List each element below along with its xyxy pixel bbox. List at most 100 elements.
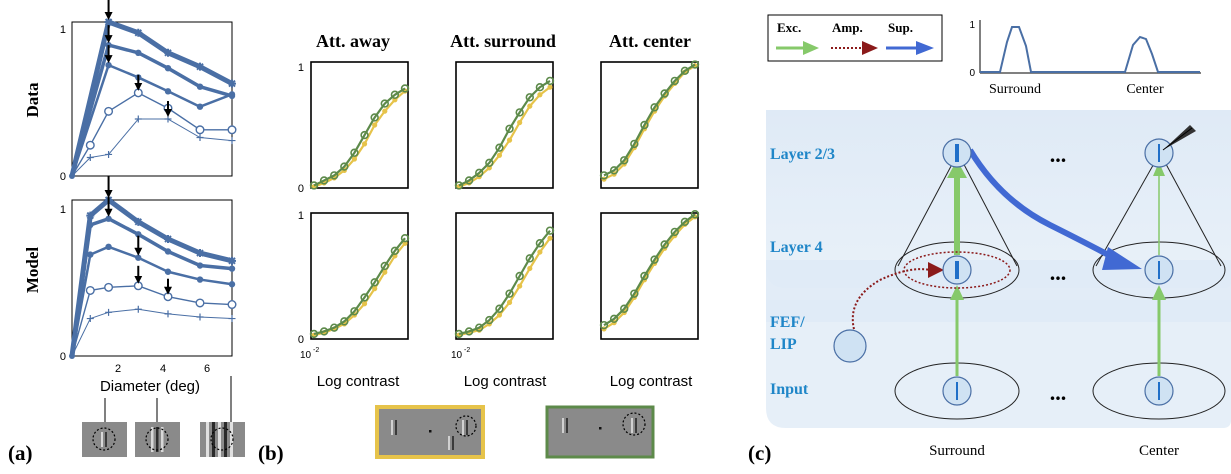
data-point	[227, 125, 237, 135]
data-plot-frame	[71, 21, 233, 177]
data-point	[340, 317, 349, 326]
data-point	[390, 90, 400, 99]
data-plot	[69, 0, 237, 179]
data-point	[228, 281, 236, 288]
exc-arrowhead	[947, 160, 967, 178]
x-tick-base: 10	[300, 350, 312, 361]
data-point	[464, 176, 474, 185]
inset-label-surround: Surround	[989, 82, 1041, 97]
data-point	[537, 249, 543, 255]
x-tick-base: 10	[451, 350, 463, 361]
stimulus-medium	[135, 422, 180, 457]
data-point	[370, 278, 379, 287]
series-line	[603, 213, 696, 327]
ellipsis-input: ...	[1050, 380, 1067, 405]
data-point	[599, 171, 609, 180]
data-point	[350, 307, 359, 316]
data-point	[547, 84, 553, 90]
data-point	[86, 211, 95, 220]
data-point	[164, 48, 172, 57]
data-point	[545, 76, 555, 86]
col-title-att-surround: Att. surround	[450, 31, 556, 51]
x-tick-exponent: -2	[464, 347, 470, 354]
data-point	[133, 281, 143, 291]
series-line	[71, 308, 233, 357]
data-point	[495, 143, 504, 152]
data-point	[630, 289, 639, 298]
legend-exc-arrowhead	[803, 41, 819, 55]
data-point	[640, 120, 649, 130]
data-point	[609, 166, 619, 175]
origin-point	[69, 173, 75, 179]
data-point	[670, 227, 679, 237]
data-point	[164, 115, 172, 123]
series-line	[70, 245, 233, 357]
series-line	[603, 215, 696, 330]
legend-exc: Exc.	[777, 20, 801, 35]
data-point	[135, 49, 142, 56]
panel-label-b: (b)	[258, 441, 284, 465]
data-point	[340, 162, 349, 171]
x-axis-label: Log contrast	[610, 373, 693, 390]
data-point	[133, 88, 143, 98]
data-point	[495, 304, 504, 313]
y-tick-0: 0	[298, 334, 304, 346]
data-point	[85, 285, 95, 295]
data-point	[527, 265, 533, 272]
data-point	[330, 171, 339, 180]
data-point	[517, 283, 523, 289]
legend-sup-arrowhead	[916, 41, 934, 55]
series-line	[458, 79, 551, 187]
exc-arrowhead	[1152, 285, 1166, 300]
plot-frame	[310, 61, 409, 189]
data-point	[650, 103, 659, 112]
y-tick-1: 1	[298, 62, 304, 74]
data-point	[527, 103, 533, 109]
data-point	[475, 168, 484, 178]
data-point	[690, 60, 700, 69]
panel-label-a: (a)	[8, 441, 33, 465]
data-point	[87, 251, 94, 258]
data-point	[496, 312, 503, 318]
data-point	[620, 156, 629, 165]
series-line	[313, 237, 406, 336]
data-point	[680, 217, 690, 227]
data-point	[380, 99, 389, 108]
data-point	[134, 115, 142, 123]
origin-point	[69, 353, 75, 359]
data-point	[496, 152, 503, 158]
series-line	[71, 285, 233, 357]
plot-att-center-row1	[599, 60, 700, 189]
neuron-input-surround	[942, 376, 972, 406]
data-point	[105, 41, 112, 49]
data-point	[390, 246, 400, 256]
panel-b: Att. away Att. surround Att. center 1 0 …	[258, 31, 700, 465]
series-line	[313, 87, 406, 187]
series-line	[71, 118, 233, 177]
data-point	[670, 76, 679, 86]
series-line	[603, 64, 696, 181]
data-point	[105, 215, 112, 222]
plot-att-surround-row1	[454, 61, 555, 190]
data-point	[196, 276, 204, 283]
neuron-input-center	[1144, 376, 1174, 406]
x-axis-label: Log contrast	[317, 373, 400, 390]
data-point	[650, 255, 659, 264]
data-point	[196, 83, 204, 90]
stimulus-attend-surround	[375, 405, 485, 459]
data-point	[87, 221, 94, 229]
data-point	[319, 176, 329, 185]
data-point	[400, 84, 410, 93]
neuron-fef-lip	[833, 329, 867, 363]
data-point	[640, 271, 649, 281]
series-line	[70, 216, 233, 357]
data-point	[660, 89, 669, 98]
x-tick-10e-2: 10 -2	[451, 347, 470, 361]
data-point	[163, 292, 173, 302]
data-point	[228, 315, 236, 323]
stimulus-small	[82, 422, 127, 457]
data-point	[196, 249, 204, 258]
data-point	[630, 139, 639, 149]
exc-arrowhead	[1153, 162, 1165, 176]
row-label-data: Data	[23, 82, 42, 117]
